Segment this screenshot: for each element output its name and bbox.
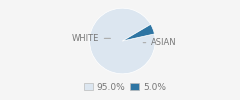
Wedge shape (90, 8, 155, 74)
Wedge shape (122, 24, 154, 41)
Text: ASIAN: ASIAN (143, 38, 177, 47)
Legend: 95.0%, 5.0%: 95.0%, 5.0% (80, 79, 170, 95)
Text: WHITE: WHITE (72, 34, 110, 43)
